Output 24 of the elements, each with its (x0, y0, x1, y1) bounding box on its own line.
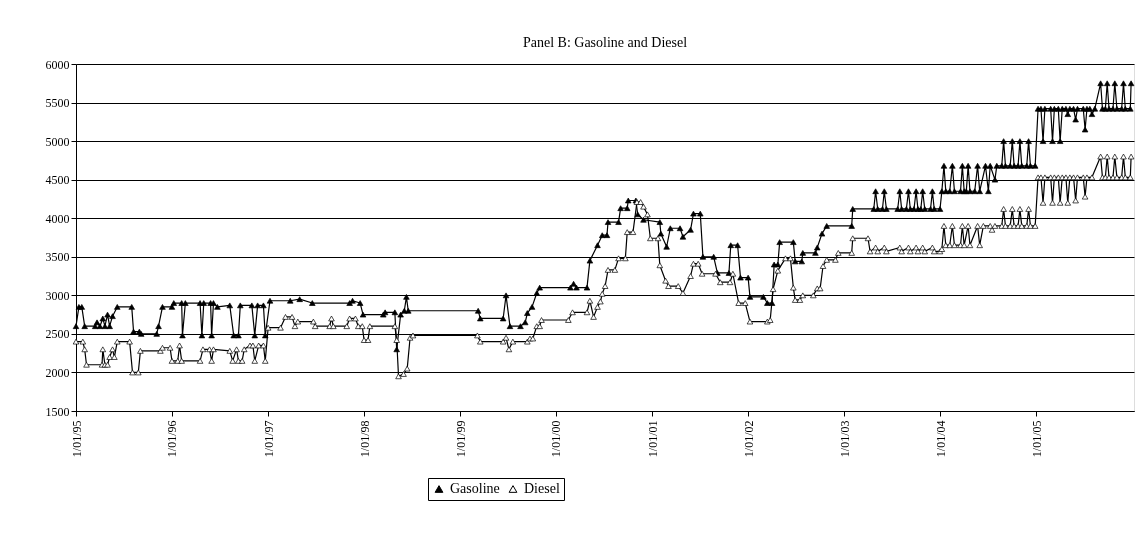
y-tick-label: 5500 (45, 96, 70, 111)
y-tick-label: 6000 (45, 57, 70, 72)
chart-title: Panel B: Gasoline and Diesel (522, 35, 688, 50)
x-tick-label: 1/01/96 (165, 420, 180, 458)
x-tick-label: 1/01/03 (837, 420, 852, 458)
x-tick-label: 1/01/05 (1029, 420, 1044, 458)
legend-label: Diesel (524, 481, 560, 496)
x-tick-label: 1/01/97 (261, 420, 276, 458)
y-tick-label: 3000 (45, 288, 70, 303)
y-tick-label: 3500 (45, 250, 70, 265)
x-tick-label: 1/01/95 (69, 420, 84, 458)
x-tick-label: 1/01/99 (453, 420, 468, 458)
x-tick-label: 1/01/00 (549, 420, 564, 458)
y-tick-label: 4000 (45, 211, 70, 226)
y-tick-label: 4500 (45, 173, 70, 188)
x-tick-label: 1/01/02 (741, 420, 756, 458)
y-tick-label: 2000 (45, 365, 70, 380)
legend-label: Gasoline (450, 481, 500, 496)
y-tick-label: 2500 (45, 327, 70, 342)
y-tick-label: 1500 (45, 404, 70, 419)
x-tick-label: 1/01/01 (645, 420, 660, 458)
x-tick-label: 1/01/98 (357, 420, 372, 458)
y-tick-label: 5000 (45, 134, 70, 149)
x-tick-label: 1/01/04 (933, 420, 948, 458)
